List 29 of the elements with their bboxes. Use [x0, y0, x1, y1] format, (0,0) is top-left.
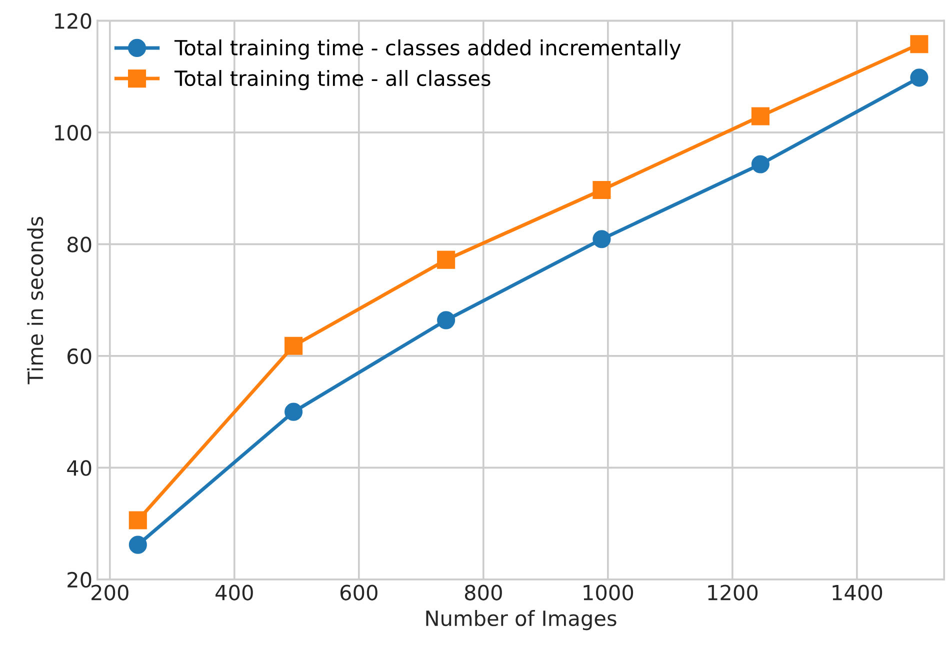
- point: [437, 250, 456, 269]
- x-tick-label: 400: [216, 584, 253, 600]
- y-axis-title: Time in seconds: [27, 216, 44, 384]
- legend-label: Total training time - classes added incrementally: [174, 39, 681, 60]
- y-tick-label: 20: [68, 572, 92, 588]
- point: [751, 155, 770, 174]
- x-tick-label: 200: [92, 584, 128, 600]
- point: [284, 402, 303, 421]
- legend-label: Total training time - all classes: [174, 70, 490, 90]
- x-tick-label: 1000: [584, 584, 634, 600]
- y-tick-label: 120: [55, 13, 92, 29]
- x-tick-label: 1400: [832, 584, 882, 600]
- y-tick-label: 80: [67, 236, 92, 252]
- y-tick-label: 40: [67, 460, 92, 476]
- point: [910, 68, 928, 87]
- point: [128, 511, 147, 530]
- point: [751, 107, 770, 126]
- point: [284, 336, 303, 355]
- point: [592, 180, 611, 200]
- x-axis-title: Number of Images: [426, 610, 616, 630]
- x-tick-label: 600: [340, 584, 378, 600]
- point: [128, 536, 147, 554]
- x-tick-label: 800: [464, 584, 502, 600]
- x-tick-label: 1200: [708, 584, 758, 600]
- point: [437, 311, 456, 330]
- point: [592, 230, 611, 248]
- y-tick-label: 100: [55, 124, 92, 141]
- y-tick-label: 60: [68, 348, 92, 364]
- point: [910, 35, 928, 54]
